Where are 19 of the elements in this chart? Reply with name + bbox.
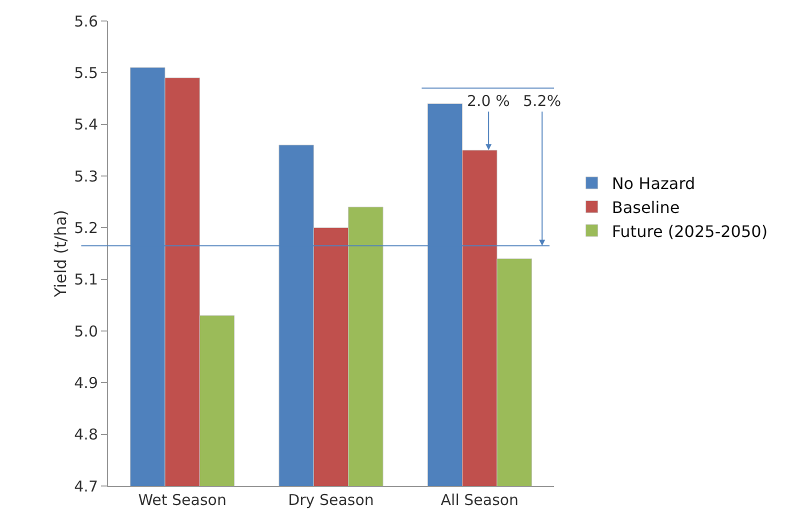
y-tick-label: 4.9 <box>74 374 98 392</box>
annotation: 2.0 % <box>467 92 510 110</box>
x-tick-label: All Season <box>440 491 519 509</box>
y-tick-label: 5.6 <box>74 12 98 30</box>
y-tick-label: 4.8 <box>74 426 98 444</box>
y-tick-label: 5.4 <box>74 116 98 134</box>
y-axis-title: Yield (t/ha) <box>51 210 70 298</box>
y-tick-label: 5.1 <box>74 270 98 289</box>
annotation: 5.2% <box>523 92 562 110</box>
x-tick-label: Wet Season <box>138 491 226 509</box>
y-tick-label: 5.2 <box>74 218 98 237</box>
legend-label: Baseline <box>612 198 680 217</box>
y-tick-label: 5.3 <box>74 167 98 186</box>
y-tick-label: 5.0 <box>74 322 98 340</box>
y-tick-label: 5.5 <box>74 64 98 82</box>
x-tick-label: Dry Season <box>288 491 374 509</box>
legend-label: Future (2025-2050) <box>612 222 768 241</box>
legend-label: No Hazard <box>612 174 696 194</box>
y-tick-label: 4.7 <box>74 477 98 496</box>
